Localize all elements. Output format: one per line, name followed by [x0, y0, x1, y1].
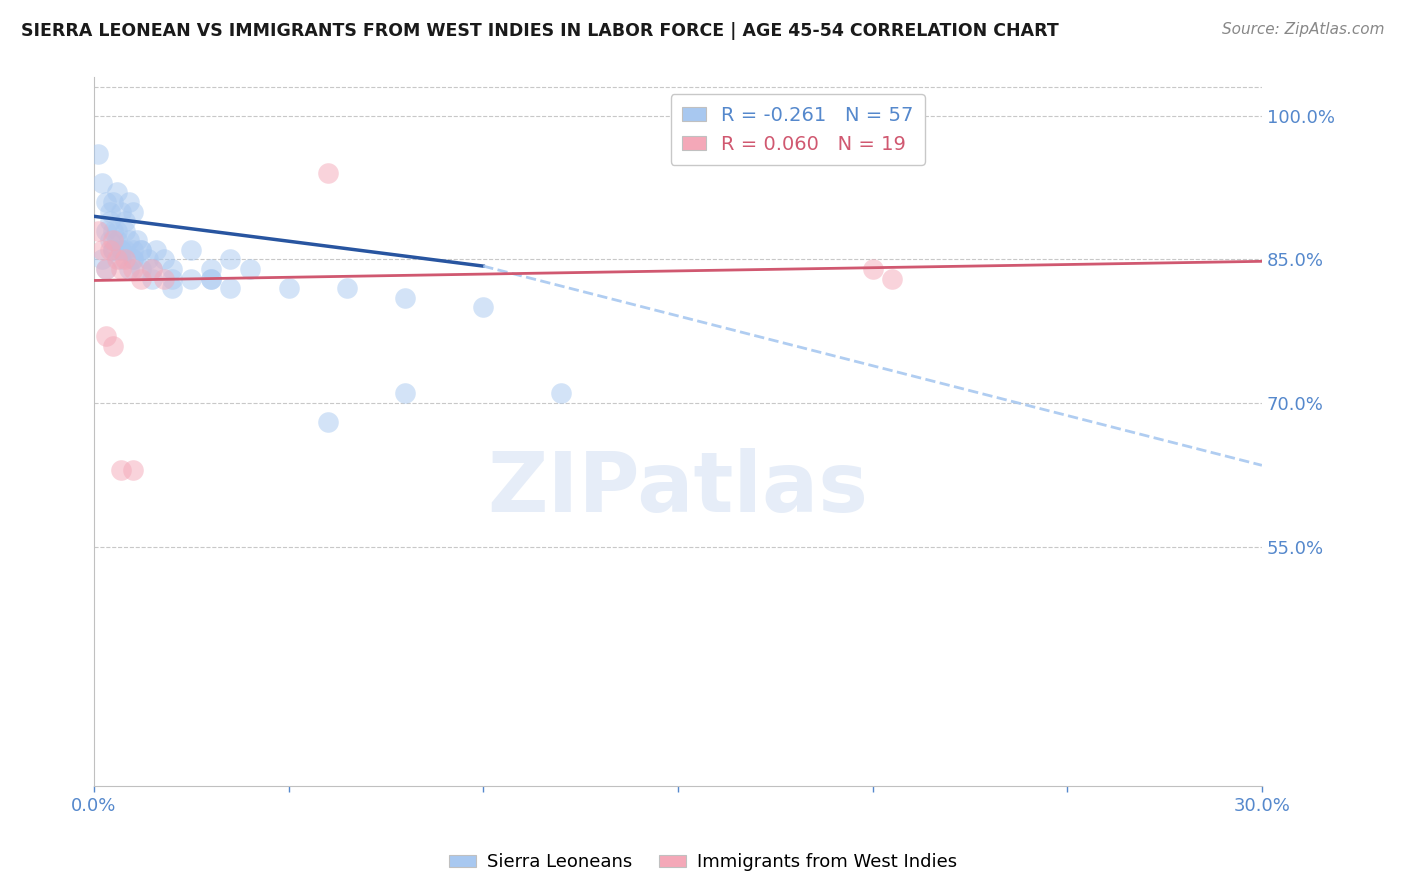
Point — [239, 262, 262, 277]
Legend: R = -0.261   N = 57, R = 0.060   N = 19: R = -0.261 N = 57, R = 0.060 N = 19 — [671, 95, 925, 165]
Point — [105, 186, 128, 200]
Point — [110, 243, 132, 257]
Point — [129, 262, 152, 277]
Point — [180, 271, 202, 285]
Point — [121, 252, 143, 267]
Point — [153, 271, 176, 285]
Point — [90, 176, 112, 190]
Point — [125, 233, 148, 247]
Point — [121, 463, 143, 477]
Point — [98, 204, 121, 219]
Point — [160, 281, 183, 295]
Point — [118, 194, 141, 209]
Legend: Sierra Leoneans, Immigrants from West Indies: Sierra Leoneans, Immigrants from West In… — [441, 847, 965, 879]
Point — [105, 252, 128, 267]
Point — [141, 262, 163, 277]
Point — [336, 281, 359, 295]
Text: SIERRA LEONEAN VS IMMIGRANTS FROM WEST INDIES IN LABOR FORCE | AGE 45-54 CORRELA: SIERRA LEONEAN VS IMMIGRANTS FROM WEST I… — [21, 22, 1059, 40]
Point — [200, 271, 222, 285]
Point — [121, 262, 143, 277]
Point — [129, 271, 152, 285]
Text: ZIPatlas: ZIPatlas — [488, 448, 869, 529]
Point — [219, 281, 242, 295]
Point — [129, 243, 152, 257]
Point — [138, 252, 160, 267]
Point — [121, 243, 143, 257]
Point — [94, 262, 117, 277]
Point — [141, 262, 163, 277]
Point — [110, 204, 132, 219]
Point — [550, 386, 572, 401]
Point — [103, 243, 125, 257]
Point — [105, 233, 128, 247]
Point — [94, 262, 117, 277]
Point — [277, 281, 299, 295]
Point — [316, 415, 339, 429]
Point — [110, 252, 132, 267]
Point — [121, 252, 143, 267]
Point — [316, 166, 339, 180]
Point — [862, 262, 884, 277]
Point — [94, 194, 117, 209]
Point — [98, 243, 121, 257]
Point — [105, 224, 128, 238]
Point — [103, 338, 125, 352]
Point — [114, 243, 136, 257]
Point — [472, 300, 495, 314]
Point — [98, 233, 121, 247]
Point — [200, 262, 222, 277]
Point — [141, 271, 163, 285]
Point — [103, 243, 125, 257]
Point — [129, 243, 152, 257]
Point — [90, 252, 112, 267]
Point — [394, 291, 416, 305]
Point — [94, 329, 117, 343]
Point — [98, 214, 121, 228]
Point — [103, 224, 125, 238]
Point — [121, 204, 143, 219]
Point — [180, 243, 202, 257]
Point — [394, 386, 416, 401]
Point — [110, 463, 132, 477]
Point — [160, 271, 183, 285]
Point — [118, 262, 141, 277]
Point — [114, 224, 136, 238]
Point — [114, 252, 136, 267]
Point — [145, 243, 167, 257]
Point — [114, 214, 136, 228]
Point — [110, 243, 132, 257]
Point — [219, 252, 242, 267]
Point — [87, 147, 110, 161]
Point — [87, 224, 110, 238]
Point — [103, 233, 125, 247]
Point — [90, 243, 112, 257]
Point — [118, 233, 141, 247]
Point — [200, 271, 222, 285]
Point — [160, 262, 183, 277]
Point — [103, 194, 125, 209]
Point — [880, 271, 903, 285]
Point — [153, 252, 176, 267]
Point — [94, 224, 117, 238]
Text: Source: ZipAtlas.com: Source: ZipAtlas.com — [1222, 22, 1385, 37]
Point — [110, 262, 132, 277]
